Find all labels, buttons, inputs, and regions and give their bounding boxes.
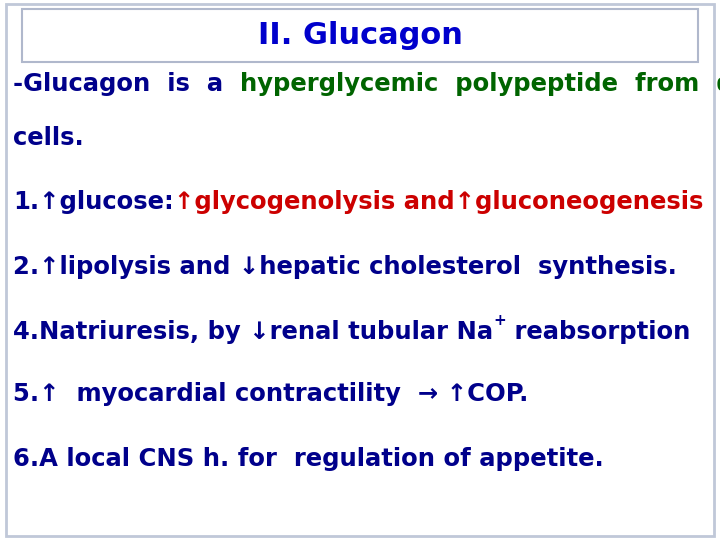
Text: II. Glucagon: II. Glucagon [258,21,462,50]
Text: -Glucagon  is  a: -Glucagon is a [13,72,240,96]
Text: 4.Natriuresis, by ↓renal tubular Na: 4.Natriuresis, by ↓renal tubular Na [13,320,493,344]
Text: reabsorption: reabsorption [506,320,690,344]
Text: 6.A local CNS h. for  regulation of appetite.: 6.A local CNS h. for regulation of appet… [13,447,603,471]
Text: 2.↑lipolysis and ↓hepatic cholesterol  synthesis.: 2.↑lipolysis and ↓hepatic cholesterol sy… [13,255,677,279]
Text: cells.: cells. [13,126,84,150]
Text: hyperglycemic  polypeptide  from  α: hyperglycemic polypeptide from α [240,72,720,96]
Text: 5.↑  myocardial contractility  → ↑COP.: 5.↑ myocardial contractility → ↑COP. [13,382,528,406]
Text: ↑glycogenolysis and↑gluconeogenesis: ↑glycogenolysis and↑gluconeogenesis [174,191,703,214]
Text: +: + [493,313,506,328]
Text: 1.↑glucose:: 1.↑glucose: [13,191,174,214]
